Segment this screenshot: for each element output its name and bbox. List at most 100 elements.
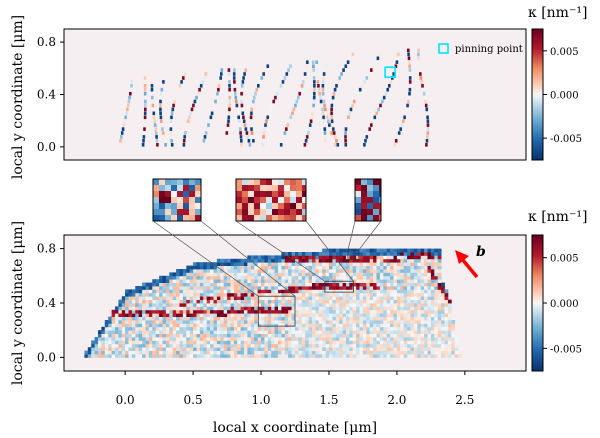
- field-cell: [271, 299, 275, 304]
- field-cell: [298, 320, 303, 324]
- line-segment: [313, 91, 316, 96]
- field-cell: [441, 303, 445, 307]
- field-cell: [220, 286, 225, 290]
- field-cell: [430, 343, 435, 348]
- field-cell: [193, 292, 197, 297]
- field-cell: [196, 262, 201, 266]
- field-cell: [189, 306, 194, 311]
- field-cell: [288, 258, 292, 263]
- field-cell: [417, 286, 422, 290]
- field-cell: [342, 296, 347, 300]
- inset-pixel: [195, 215, 202, 222]
- field-cell: [165, 286, 170, 290]
- field-cell: [199, 299, 204, 304]
- line-segment: [321, 84, 325, 88]
- field-cell: [233, 323, 238, 328]
- field-cell: [352, 306, 357, 311]
- field-cell: [342, 326, 347, 331]
- field-cell: [288, 330, 292, 334]
- field-cell: [291, 330, 296, 334]
- field-cell: [179, 354, 184, 358]
- field-cell: [142, 326, 146, 331]
- field-cell: [244, 320, 248, 324]
- line-segment: [169, 135, 173, 139]
- field-cell: [437, 350, 442, 355]
- line-segment: [425, 107, 429, 112]
- line-segment: [316, 80, 320, 84]
- field-cell: [271, 262, 275, 266]
- field-cell: [437, 320, 442, 324]
- field-cell: [339, 340, 343, 345]
- field-cell: [165, 296, 170, 300]
- field-cell: [322, 269, 326, 273]
- field-cell: [424, 289, 428, 294]
- field-cell: [329, 282, 333, 287]
- field-cell: [138, 289, 143, 294]
- field-cell: [227, 258, 231, 263]
- field-cell: [227, 343, 231, 348]
- line-segment: [127, 99, 131, 104]
- inset-pixel: [290, 197, 297, 204]
- line-segment: [209, 115, 213, 120]
- field-cell: [145, 286, 150, 290]
- field-cell: [247, 330, 252, 334]
- field-cell: [356, 269, 360, 273]
- field-cell: [359, 292, 364, 297]
- field-cell: [424, 282, 428, 287]
- field-cell: [393, 340, 398, 345]
- field-cell: [210, 262, 214, 266]
- field-cell: [118, 323, 123, 328]
- field-cell: [427, 296, 432, 300]
- field-cell: [257, 350, 262, 355]
- field-cell: [430, 275, 435, 280]
- field-cell: [318, 333, 323, 338]
- inset-pixel: [171, 209, 178, 216]
- field-cell: [220, 265, 225, 270]
- field-cell: [308, 343, 313, 348]
- field-cell: [271, 289, 275, 294]
- field-cell: [366, 340, 371, 345]
- field-cell: [135, 340, 140, 345]
- field-cell: [94, 347, 99, 351]
- field-cell: [308, 262, 313, 266]
- field-cell: [189, 272, 194, 277]
- field-cell: [193, 347, 197, 351]
- inset-pixel: [195, 203, 202, 210]
- field-cell: [244, 258, 248, 263]
- field-cell: [352, 286, 357, 290]
- field-cell: [322, 282, 326, 287]
- field-cell: [155, 309, 160, 314]
- inset-pixel: [373, 203, 380, 210]
- field-cell: [233, 313, 238, 317]
- field-cell: [390, 313, 394, 317]
- field-cell: [281, 252, 286, 256]
- field-cell: [155, 326, 160, 331]
- line-segment: [255, 87, 259, 92]
- field-cell: [427, 347, 432, 351]
- field-cell: [101, 347, 106, 351]
- field-cell: [131, 309, 136, 314]
- field-cell: [148, 320, 153, 324]
- line-segment: [312, 76, 316, 80]
- field-cell: [230, 309, 235, 314]
- field-cell: [349, 289, 354, 294]
- field-cell: [278, 350, 282, 355]
- field-cell: [104, 330, 109, 334]
- field-cell: [142, 337, 146, 341]
- line-segment: [227, 115, 231, 120]
- field-cell: [362, 316, 367, 321]
- inset-pixel: [254, 191, 261, 198]
- field-cell: [295, 258, 299, 263]
- inset-pixel: [159, 209, 166, 216]
- field-cell: [434, 272, 439, 277]
- field-cell: [196, 326, 201, 331]
- field-cell: [349, 269, 354, 273]
- field-cell: [301, 326, 306, 331]
- field-cell: [284, 313, 289, 317]
- field-cell: [254, 309, 258, 314]
- field-cell: [339, 269, 343, 273]
- field-cell: [349, 323, 354, 328]
- field-cell: [390, 258, 394, 263]
- field-cell: [410, 354, 415, 358]
- line-segment: [333, 143, 337, 147]
